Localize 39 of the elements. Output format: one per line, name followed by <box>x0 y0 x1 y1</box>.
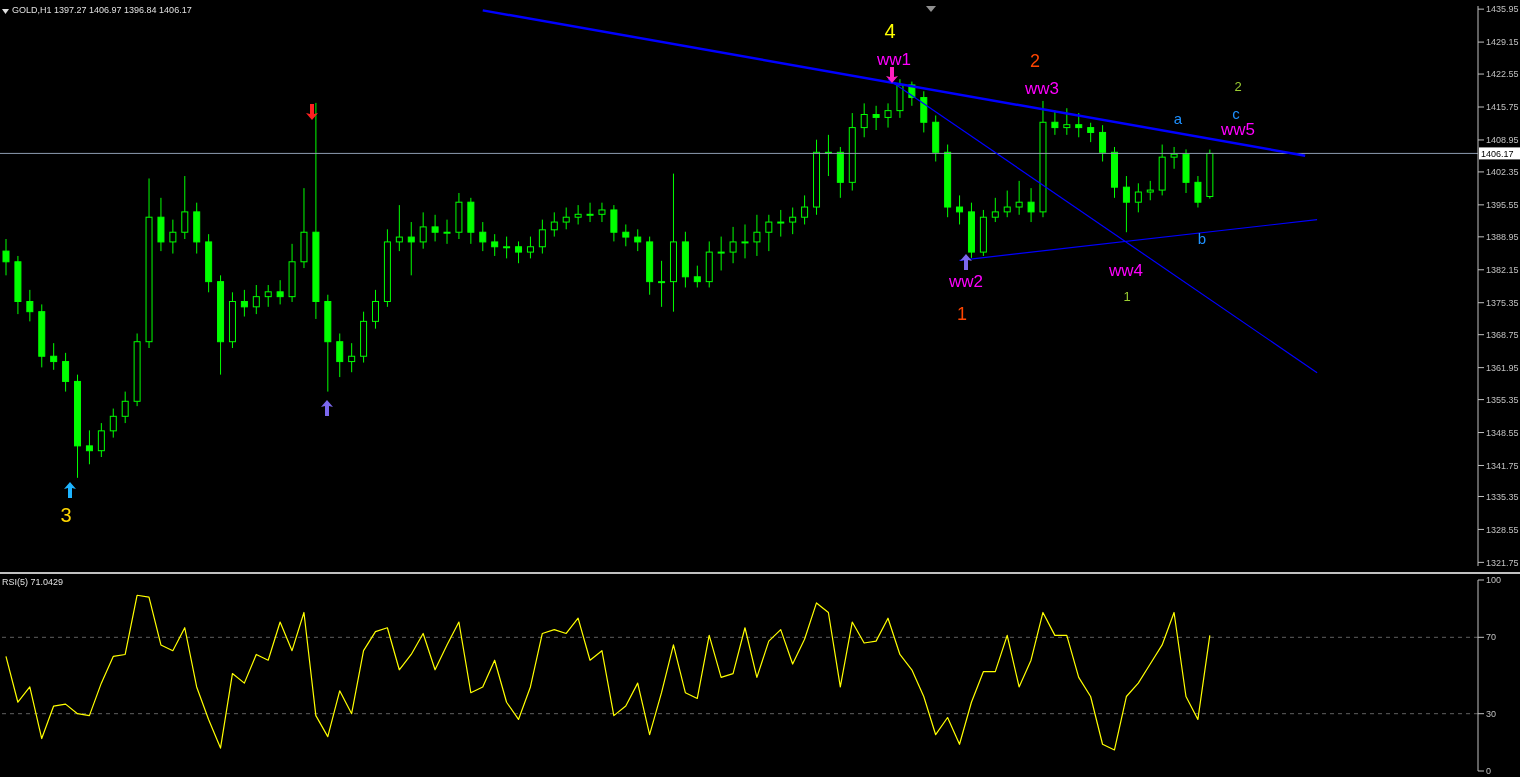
annotation: 2 <box>1234 78 1242 94</box>
annotation: 2 <box>1029 50 1041 72</box>
annotation: ww1 <box>876 50 912 70</box>
annotation: ww3 <box>1024 79 1060 99</box>
y-tick-label: 1408.95 <box>1486 135 1519 146</box>
y-tick-label: 1388.95 <box>1486 232 1519 243</box>
annotation: 3 <box>60 503 72 527</box>
annotation: 4 <box>884 19 896 43</box>
y-tick-label: 1395.55 <box>1486 200 1519 211</box>
annotation: b <box>1197 229 1207 247</box>
y-tick-label: 30 <box>1486 708 1497 719</box>
annotation: c <box>1232 104 1240 122</box>
y-tick-label: 0 <box>1486 766 1492 777</box>
y-tick-label: 1382.15 <box>1486 264 1519 275</box>
y-tick-label: 1361.95 <box>1486 362 1519 373</box>
annotation: 1 <box>956 303 968 325</box>
y-tick-label: 1321.75 <box>1486 557 1519 568</box>
ref-line-label: 1406.17 <box>1481 149 1514 160</box>
y-tick-label: 1368.75 <box>1486 329 1519 340</box>
y-tick-label: 1335.35 <box>1486 491 1519 502</box>
y-tick-label: 1435.95 <box>1486 4 1519 15</box>
y-tick-label: 70 <box>1486 632 1497 643</box>
y-tick-label: 100 <box>1486 575 1502 586</box>
y-tick-label: 1402.35 <box>1486 167 1519 178</box>
y-tick-label: 1429.15 <box>1486 37 1519 48</box>
y-tick-label: 1328.55 <box>1486 524 1519 535</box>
annotation: ww2 <box>948 272 984 292</box>
y-tick-label: 1375.35 <box>1486 297 1519 308</box>
annotation: a <box>1173 109 1183 127</box>
chart-title: RSI(5) 71.0429 <box>2 577 64 587</box>
annotation: ww5 <box>1220 120 1256 140</box>
y-tick-label: 1415.75 <box>1486 102 1519 113</box>
annotation: ww4 <box>1108 261 1144 281</box>
y-tick-label: 1422.55 <box>1486 69 1519 80</box>
y-tick-label: 1341.75 <box>1486 460 1519 471</box>
y-tick-label: 1348.55 <box>1486 427 1519 438</box>
annotation: 1 <box>1123 288 1131 304</box>
y-tick-label: 1355.35 <box>1486 394 1519 405</box>
chart-title: GOLD,H1 1397.27 1406.97 1396.84 1406.17 <box>12 5 192 15</box>
